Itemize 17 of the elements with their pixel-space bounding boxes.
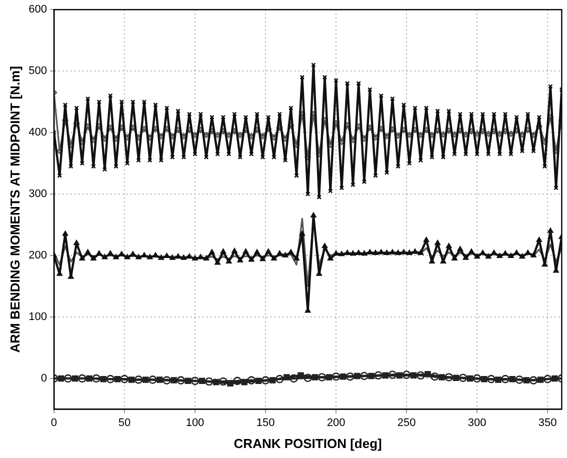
x-tick-label: 300 xyxy=(468,416,486,429)
y-tick-label: 500 xyxy=(28,65,47,78)
x-tick-label: 50 xyxy=(118,416,131,429)
x-axis-title: CRANK POSITION [deg] xyxy=(234,436,382,451)
x-tick-label: 150 xyxy=(256,416,275,429)
x-tick-label: 200 xyxy=(326,416,346,429)
y-tick-label: 0 xyxy=(40,372,47,384)
x-tick-label: 250 xyxy=(397,416,416,429)
x-tick-label: 100 xyxy=(186,416,204,429)
y-axis-title: ARM BENDING MOMENTS AT MIDPOINT [N.m] xyxy=(7,66,22,353)
x-tick-label: 350 xyxy=(538,416,557,429)
y-tick-label: 200 xyxy=(28,250,47,262)
x-tick-label: 0 xyxy=(50,416,58,429)
y-tick-label: 600 xyxy=(28,4,47,16)
y-tick-label: 300 xyxy=(28,188,47,200)
y-tick-label: 100 xyxy=(28,311,47,324)
y-tick-label: 400 xyxy=(28,126,47,139)
